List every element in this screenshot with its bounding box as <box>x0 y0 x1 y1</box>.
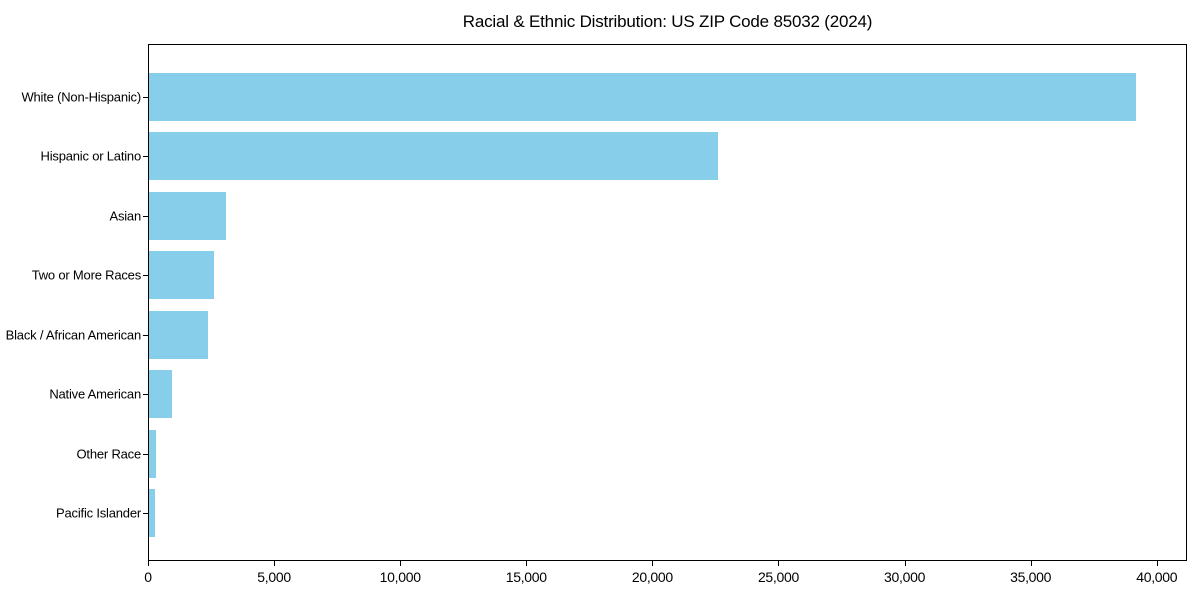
x-axis-tick <box>148 560 149 566</box>
bar <box>149 370 172 419</box>
x-tick-label: 5,000 <box>257 569 291 585</box>
y-axis-tick <box>143 215 149 217</box>
x-axis: 0 5,000 10,000 15,000 20,000 25,000 30,000 35,0… <box>144 560 1187 596</box>
x-axis-tick <box>274 560 276 566</box>
x-tick-label: 15,000 <box>505 569 547 585</box>
x-tick-label: 10,000 <box>379 569 421 585</box>
chart-title: Racial & Ethnic Distribution: US ZIP Cod… <box>462 12 873 31</box>
x-tick-label: 25,000 <box>757 569 799 585</box>
category-label: Hispanic or Latino <box>40 148 142 164</box>
y-axis-tick <box>143 156 149 158</box>
bar-row: Black / African American <box>6 305 1186 365</box>
bar-row: Hispanic or Latino <box>41 127 1186 187</box>
bar-row: Native American <box>49 365 1186 425</box>
x-tick-label: 40,000 <box>1136 569 1178 585</box>
x-tick-label: 35,000 <box>1010 569 1052 585</box>
x-tick-label: 20,000 <box>631 569 673 585</box>
category-label: Other Race <box>76 446 142 462</box>
bar <box>149 429 157 478</box>
bar-row: White (Non-Hispanic) <box>21 67 1186 127</box>
x-axis-tick <box>1030 560 1032 566</box>
category-label: White (Non-Hispanic) <box>21 89 141 105</box>
bar <box>149 72 1136 121</box>
y-axis-tick <box>143 96 149 98</box>
x-axis-tick <box>400 560 402 566</box>
bar-row: Pacific Islander <box>56 484 1186 544</box>
bar-rows: White (Non-Hispanic) Hispanic or Latino As… <box>6 45 1186 560</box>
bar-row: Two or More Races <box>32 246 1186 306</box>
y-axis-tick <box>143 453 149 455</box>
category-label: Black / African American <box>5 327 142 343</box>
category-label: Native American <box>49 386 141 402</box>
x-axis-tick <box>904 560 906 566</box>
x-axis-tick <box>778 560 780 566</box>
category-label: Two or More Races <box>31 267 142 283</box>
bar <box>149 132 718 181</box>
x-axis-tick <box>1156 560 1158 566</box>
bar-row: Asian <box>109 186 1186 246</box>
plot-area: White (Non-Hispanic) Hispanic or Latino As… <box>6 44 1187 561</box>
bar <box>149 489 155 538</box>
bar-row: Other Race <box>77 424 1186 484</box>
y-axis-tick <box>143 275 149 277</box>
category-label: Pacific Islander <box>56 505 141 521</box>
bar <box>149 310 208 359</box>
y-axis-tick <box>143 394 149 396</box>
y-axis-tick <box>143 334 149 336</box>
bar <box>149 251 214 300</box>
x-tick-label: 30,000 <box>884 569 926 585</box>
bar <box>149 191 226 240</box>
x-axis-tick <box>652 560 654 566</box>
category-label: Asian <box>109 208 141 224</box>
x-axis-tick <box>526 560 528 566</box>
y-axis-tick <box>143 513 149 515</box>
x-tick-label: 0 <box>144 569 152 585</box>
